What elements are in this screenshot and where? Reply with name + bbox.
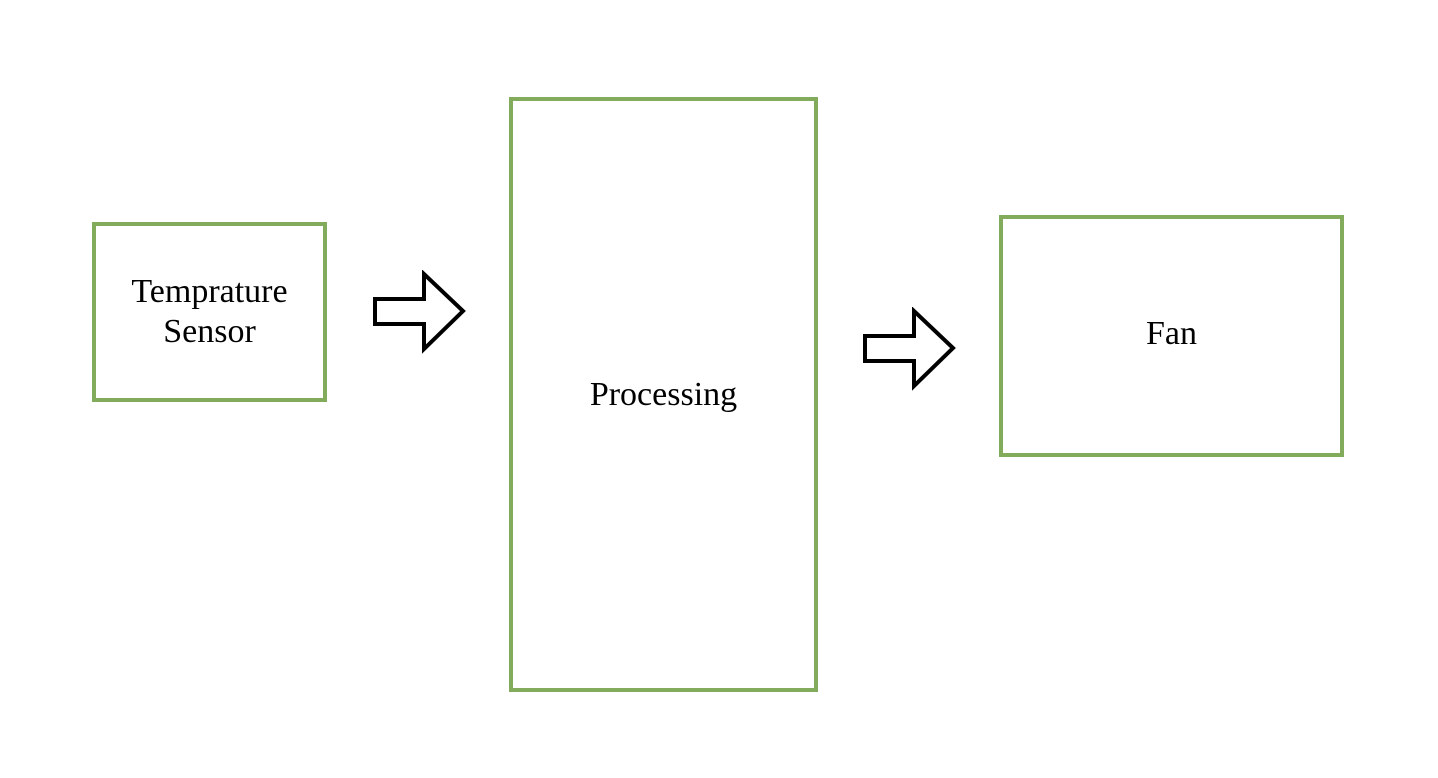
fan-label: Fan — [1146, 315, 1197, 352]
arrow-right-icon — [373, 270, 466, 354]
fan-node: Fan — [999, 215, 1344, 457]
temperature-sensor-label: Temprature Sensor — [131, 273, 288, 350]
arrow-right-icon — [863, 307, 956, 391]
temperature-sensor-node: Temprature Sensor — [92, 222, 327, 402]
processing-label: Processing — [589, 375, 738, 413]
processing-node: Processing — [509, 97, 818, 692]
